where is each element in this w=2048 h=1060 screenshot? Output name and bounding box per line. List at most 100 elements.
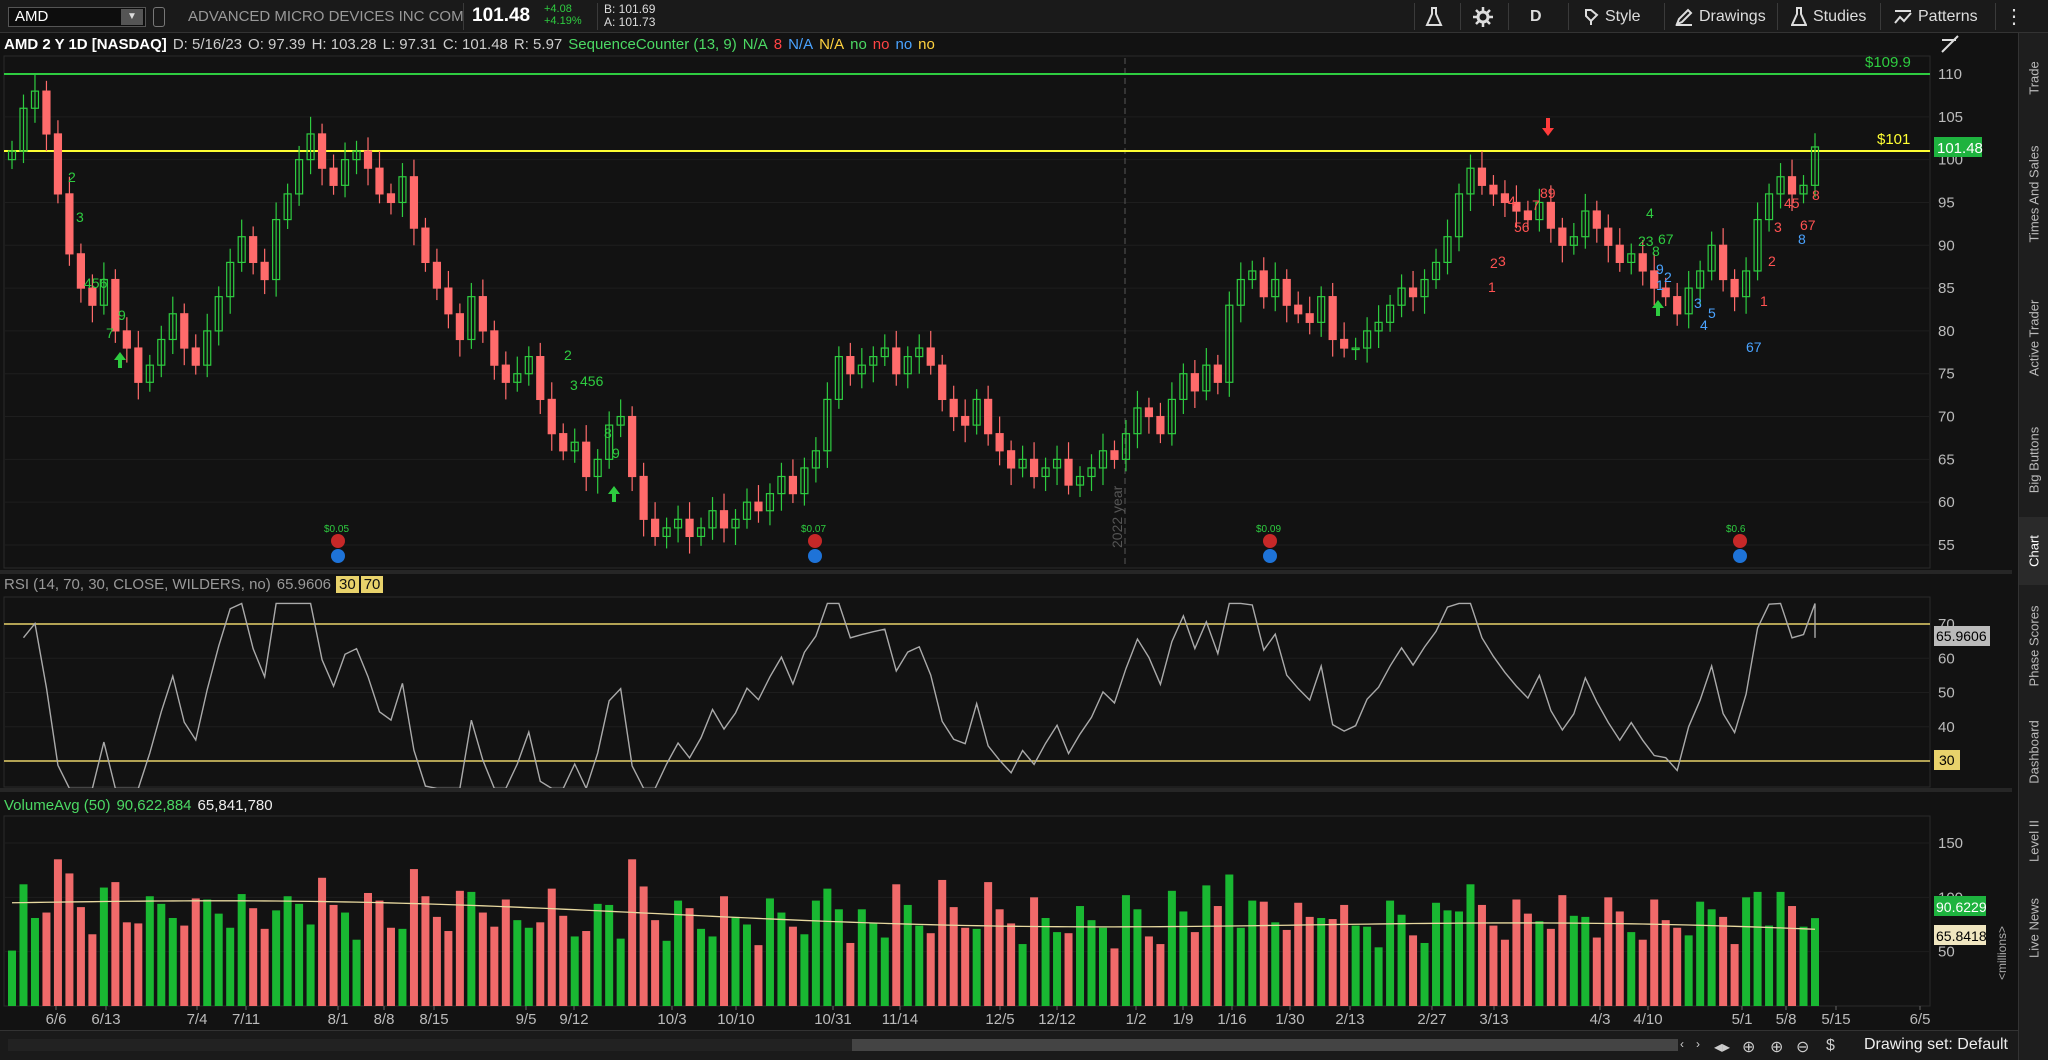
top-toolbar: AMD ▼ ADVANCED MICRO DEVICES INC COM 101.… <box>0 0 2048 33</box>
price-tick-label: 65 <box>1938 451 1955 468</box>
tab-trade[interactable]: Trade <box>2019 43 2048 113</box>
time-tick-label: 10/10 <box>717 1011 755 1028</box>
candle-body <box>846 356 855 375</box>
volume-bar <box>720 896 729 1006</box>
candle-body <box>65 193 74 255</box>
tab-level-ii[interactable]: Level II <box>2019 803 2048 879</box>
drawing-set-label[interactable]: Drawing set: Default <box>1863 1036 2008 1053</box>
candle-body <box>1512 201 1521 212</box>
drawings-button[interactable]: Drawings <box>1675 6 1766 28</box>
expand-icon[interactable]: ◂▸ <box>1714 1039 1731 1056</box>
link-icon[interactable] <box>153 7 165 27</box>
volume-bar <box>639 886 648 1006</box>
sequence-count: 1 <box>1656 277 1664 293</box>
candle-body <box>984 398 993 435</box>
sequence-count: 2 <box>1490 255 1498 271</box>
gear-icon <box>1473 6 1493 27</box>
price-tick-label: 55 <box>1938 537 1955 554</box>
candle-body <box>1075 475 1085 486</box>
volume-bar <box>1351 925 1360 1006</box>
tab-times-and-sales[interactable]: Times And Sales <box>2019 119 2048 269</box>
crosshair-icon[interactable]: ⊕ <box>1742 1039 1756 1056</box>
flask-icon <box>1790 6 1808 26</box>
sequence-count: 89 <box>1540 185 1556 201</box>
chart-canvas[interactable]: 2022 year $109.9 $101 110105100959085807… <box>0 0 2012 1030</box>
volume-bar <box>1213 906 1222 1006</box>
candle-body <box>708 510 717 529</box>
volume-bar <box>99 887 108 1006</box>
volume-bar <box>1788 906 1797 1006</box>
pane-separator[interactable] <box>0 788 2012 792</box>
volume-bar <box>1742 897 1751 1006</box>
divider <box>1995 3 1996 30</box>
candle-body <box>501 364 510 383</box>
candle-body <box>1294 304 1303 315</box>
aggregation-button[interactable]: D <box>1530 8 1542 25</box>
pencil-icon <box>1675 8 1693 26</box>
volume-bar <box>513 920 522 1006</box>
patterns-button[interactable]: Patterns <box>1894 6 1978 28</box>
pane-separator[interactable] <box>0 570 2012 574</box>
up-arrow-icon <box>608 486 620 502</box>
candle-body <box>559 433 568 452</box>
candle-body <box>662 527 671 538</box>
symbol-dropdown-icon[interactable]: ▼ <box>121 9 143 25</box>
sequence-count: 4 <box>1508 193 1516 209</box>
volume-bar <box>1673 927 1682 1006</box>
flask-button[interactable] <box>1425 6 1449 28</box>
candle-body <box>1144 407 1154 418</box>
scroll-right-icon[interactable]: › <box>1696 1037 1700 1051</box>
tab-live-news[interactable]: Live News <box>2019 883 2048 973</box>
time-axis[interactable]: 6/6 6/13 7/4 7/11 8/1 8/8 8/15 9/5 9/12 10/3 10/10… <box>46 1006 1931 1028</box>
tab-chart[interactable]: Chart <box>2019 517 2048 585</box>
candle-body <box>53 133 63 195</box>
candle-body <box>1098 450 1108 469</box>
scroll-left-icon[interactable]: ‹ <box>1680 1037 1684 1051</box>
study-flag: no <box>918 36 935 53</box>
candle-body <box>157 338 166 366</box>
zoom-out-icon[interactable]: ⊖ <box>1796 1039 1810 1056</box>
drawing-tool-icon[interactable] <box>1941 35 1959 53</box>
tab-dashboard[interactable]: Dashboard <box>2019 707 2048 797</box>
volume-bar <box>214 913 223 1006</box>
volume-bar <box>1076 906 1085 1006</box>
candle-body <box>1684 287 1693 315</box>
candle-body <box>283 193 292 221</box>
tab-big-buttons[interactable]: Big Buttons <box>2019 407 2048 513</box>
candle-body <box>513 373 522 383</box>
sequence-count: 2 <box>1768 253 1776 269</box>
sequence-count: 2 <box>1664 269 1672 285</box>
sequence-count: 3 <box>1694 295 1702 311</box>
volume-bar <box>777 912 786 1006</box>
menu-button[interactable]: ⋮ <box>2004 6 2024 28</box>
candle-body <box>1810 146 1820 186</box>
candle-body <box>628 415 637 478</box>
time-tick-label: 8/1 <box>328 1011 349 1028</box>
sequence-count: 3 <box>570 377 578 393</box>
rsi-low-label: 30 <box>1939 752 1955 768</box>
earnings-icon <box>331 534 345 548</box>
volume-bar <box>168 917 177 1006</box>
sequence-count: 67 <box>1746 339 1762 355</box>
candle-body <box>421 227 430 264</box>
candle-body <box>76 253 86 289</box>
style-button[interactable]: Style <box>1583 6 1641 28</box>
scrollbar-thumb[interactable] <box>852 1039 1678 1051</box>
candle-body <box>1225 304 1234 383</box>
settings-button[interactable] <box>1473 6 1499 28</box>
zoom-in-icon[interactable]: ⊕ <box>1770 1039 1784 1056</box>
ask-value: A: 101.73 <box>604 15 656 29</box>
symbol-input[interactable]: AMD ▼ <box>8 7 146 27</box>
studies-button[interactable]: Studies <box>1790 6 1866 28</box>
tab-phase-scores[interactable]: Phase Scores <box>2019 589 2048 703</box>
tab-active-trader[interactable]: Active Trader <box>2019 273 2048 403</box>
volume-bar <box>800 934 809 1006</box>
volume-bar <box>972 928 981 1006</box>
candle-body <box>536 356 545 401</box>
volume-bar <box>306 924 315 1006</box>
time-tick-label: 9/12 <box>559 1011 588 1028</box>
sequence-count: 7 <box>1532 197 1540 213</box>
volume-bar <box>76 907 85 1006</box>
dollar-icon[interactable]: $ <box>1826 1037 1835 1054</box>
time-tick-label: 1/30 <box>1275 1011 1304 1028</box>
